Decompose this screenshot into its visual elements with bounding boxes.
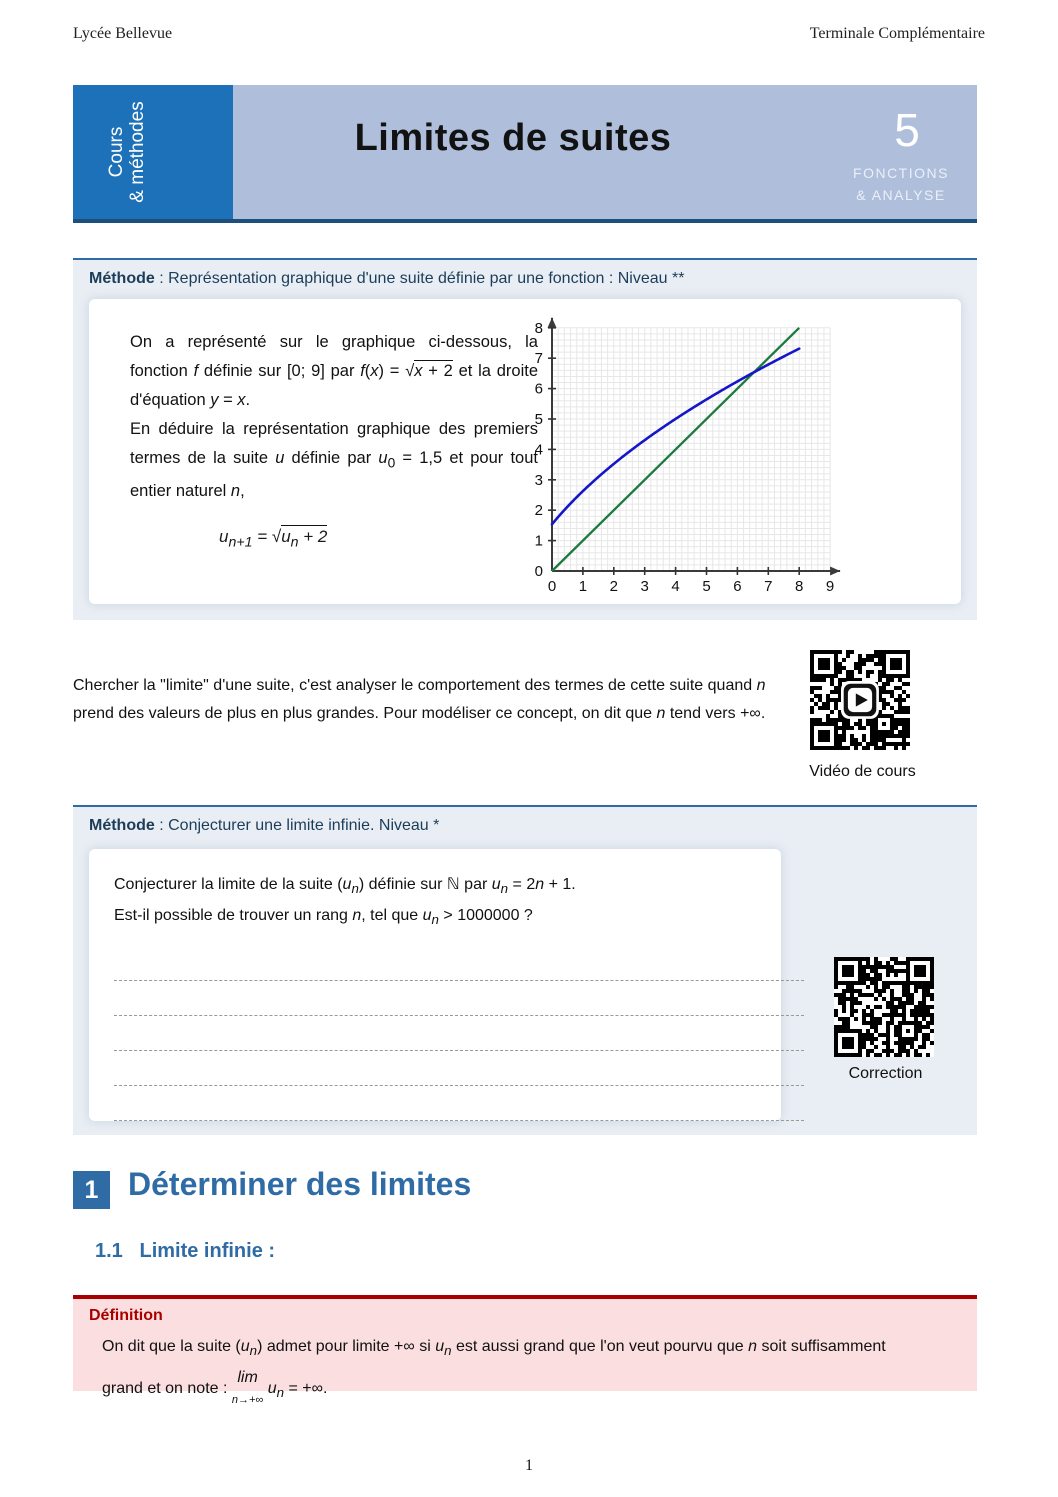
svg-text:4: 4	[671, 578, 679, 595]
svg-text:9: 9	[826, 578, 834, 595]
svg-text:4: 4	[535, 441, 543, 458]
svg-text:7: 7	[764, 578, 772, 595]
svg-text:8: 8	[535, 320, 543, 337]
svg-text:0: 0	[535, 563, 543, 580]
svg-text:8: 8	[795, 578, 803, 595]
svg-text:5: 5	[535, 411, 543, 428]
svg-text:2: 2	[610, 578, 618, 595]
svg-text:3: 3	[535, 472, 543, 489]
svg-text:1: 1	[535, 533, 543, 550]
svg-text:5: 5	[702, 578, 710, 595]
svg-text:1: 1	[579, 578, 587, 595]
svg-text:7: 7	[535, 350, 543, 367]
svg-text:0: 0	[548, 578, 556, 595]
svg-text:3: 3	[641, 578, 649, 595]
svg-text:2: 2	[535, 502, 543, 519]
svg-text:6: 6	[535, 381, 543, 398]
svg-text:6: 6	[733, 578, 741, 595]
